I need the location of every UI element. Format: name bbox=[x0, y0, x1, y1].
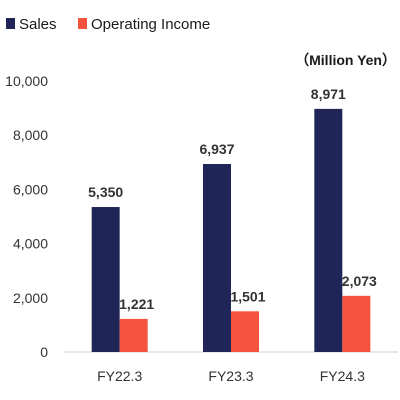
bars bbox=[91, 108, 371, 353]
x-tick-label: FY23.3 bbox=[208, 368, 253, 384]
y-axis-ticks: 0 2,000 4,000 6,000 8,000 10,000 bbox=[5, 73, 48, 360]
bar-operating-income bbox=[342, 295, 371, 352]
x-tick-label: FY22.3 bbox=[97, 368, 142, 384]
y-tick-label: 8,000 bbox=[13, 127, 48, 143]
legend: Sales Operating Income bbox=[6, 16, 210, 33]
legend-swatch-sales bbox=[6, 18, 15, 29]
data-label-sales: 6,937 bbox=[199, 141, 234, 157]
bar-sales bbox=[314, 108, 343, 353]
legend-label-operating-income: Operating Income bbox=[91, 16, 210, 33]
y-tick-label: 10,000 bbox=[5, 73, 48, 89]
legend-swatch-operating-income bbox=[78, 18, 87, 29]
legend-label-sales: Sales bbox=[19, 16, 57, 33]
y-tick-label: 0 bbox=[40, 344, 48, 360]
y-tick-label: 2,000 bbox=[13, 290, 48, 306]
bar-operating-income bbox=[231, 311, 259, 352]
x-tick-label: FY24.3 bbox=[320, 368, 365, 384]
bar-sales bbox=[91, 207, 120, 352]
data-label-operating-income: 2,073 bbox=[342, 273, 377, 289]
category-labels: FY22.3 FY23.3 FY24.3 bbox=[97, 368, 365, 384]
bar-sales bbox=[203, 164, 231, 352]
data-labels: 5,350 1,221 6,937 1,501 8,971 2,073 bbox=[88, 86, 377, 312]
data-label-operating-income: 1,221 bbox=[119, 296, 154, 312]
y-tick-label: 4,000 bbox=[13, 236, 48, 252]
data-label-operating-income: 1,501 bbox=[230, 288, 265, 304]
data-label-sales: 8,971 bbox=[311, 86, 346, 102]
bar-operating-income bbox=[119, 318, 148, 352]
unit-label: （Million Yen） bbox=[295, 52, 396, 68]
y-tick-label: 6,000 bbox=[13, 181, 48, 197]
data-label-sales: 5,350 bbox=[88, 184, 123, 200]
